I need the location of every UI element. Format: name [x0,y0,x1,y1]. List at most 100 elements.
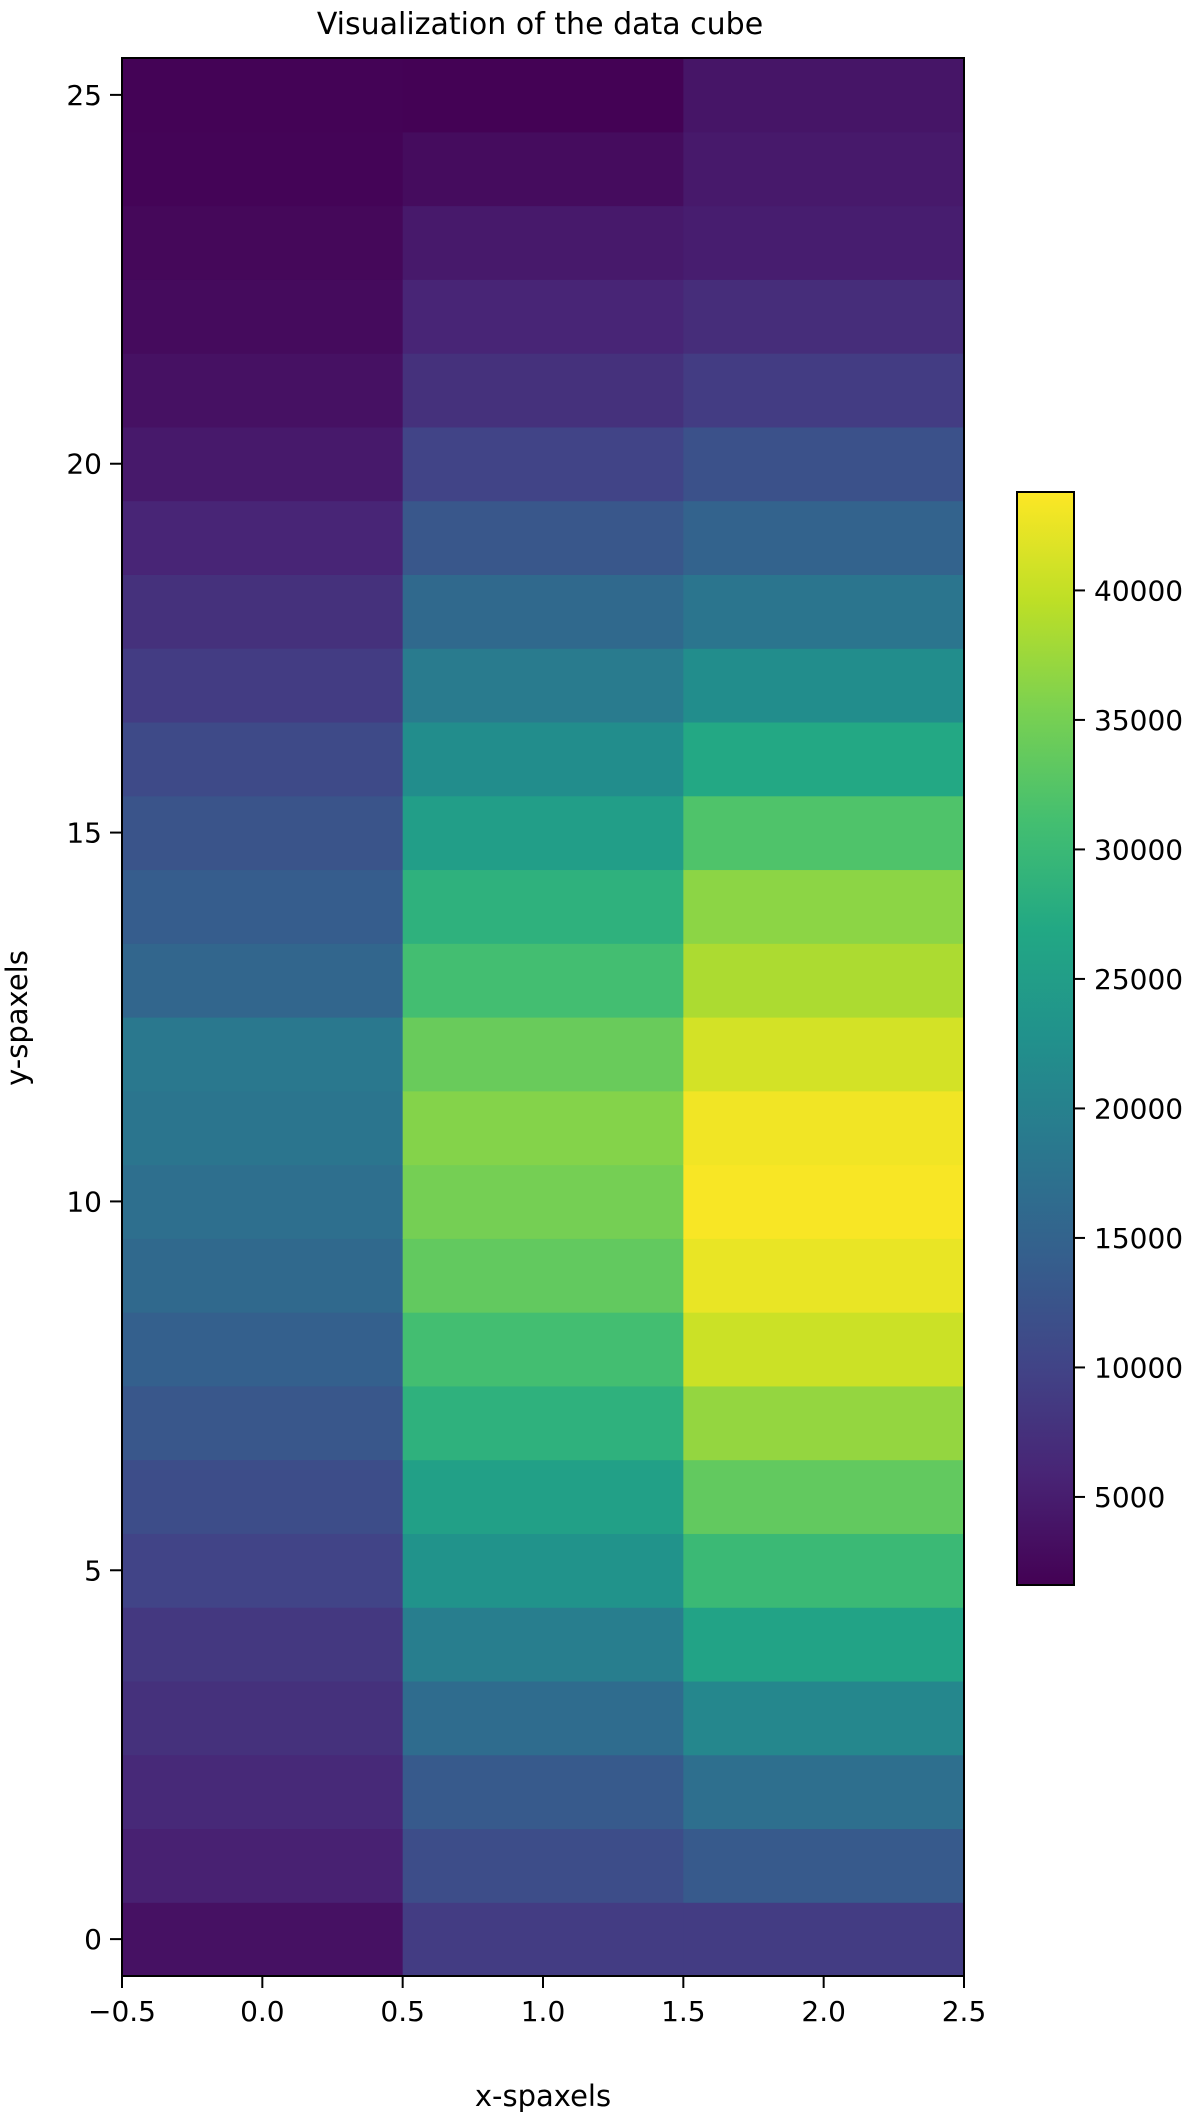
heatmap-cell [122,1238,404,1313]
heatmap-cell [683,426,965,502]
y-tick-label: 0 [84,1923,102,1956]
heatmap-cell [683,58,965,133]
heatmap-cell [683,500,965,575]
y-tick-label: 20 [66,448,102,481]
x-axis-label: x-spaxels [475,2079,611,2113]
heatmap-cell [122,943,404,1018]
heatmap-cell [683,943,965,1018]
heatmap-cell [122,1533,404,1608]
x-tick-label: 0.5 [380,1995,425,2028]
colorbar-tick-label: 30000 [1094,833,1183,866]
heatmap-cell [683,279,965,354]
heatmap-cell [402,1459,684,1534]
heatmap-cell [683,1607,965,1682]
heatmap-cell [683,1459,965,1534]
heatmap-cell [402,1828,684,1903]
heatmap-cell [122,1312,404,1387]
heatmap-cell [402,1902,684,1977]
heatmap-cell [122,1754,404,1830]
heatmap-cell [683,353,965,428]
heatmap-cell [683,1754,965,1830]
y-tick-label: 15 [66,817,102,850]
heatmap-cell [122,1090,404,1166]
heatmap-cell [122,353,404,428]
colorbar-ticks: 5000 10000 15000 20000 25000 30000 35000 40000 [1074,574,1183,1514]
heatmap-cell [402,279,684,354]
heatmap-cell [402,869,684,944]
heatmap-cell [683,1828,965,1903]
y-tick-label: 5 [84,1554,102,1587]
heatmap-cell [683,574,965,649]
heatmap-cell [122,131,404,207]
x-tick-label: −0.5 [88,1995,156,2028]
heatmap-cell [402,353,684,428]
y-tick-label: 25 [66,79,102,112]
y-axis: 0 5 10 15 20 25 [66,79,122,1956]
heatmap-cell [402,1385,684,1461]
heatmap-cell [683,205,965,280]
heatmap-cell [122,1385,404,1461]
heatmap-cell [402,1607,684,1682]
colorbar-tick-label: 10000 [1094,1351,1183,1384]
heatmap-cell [122,574,404,649]
heatmap-cell [683,648,965,723]
x-tick-label: 1.5 [661,1995,706,2028]
heatmap-cell [683,1385,965,1461]
x-tick-label: 2.5 [942,1995,987,2028]
heatmap-cell [122,279,404,354]
colorbar-tick-label: 25000 [1094,963,1183,996]
heatmap-cell [122,1459,404,1534]
heatmap-cell [683,795,965,871]
colorbar-tick-label: 35000 [1094,704,1183,737]
heatmap-cell [402,58,684,133]
heatmap-cell [402,1533,684,1608]
heatmap-cell [122,648,404,723]
heatmap-cell [402,205,684,280]
heatmap-cell [122,500,404,575]
heatmap-cell [122,1902,404,1977]
colorbar-tick-label: 5000 [1094,1481,1165,1514]
heatmap-cell [122,869,404,944]
heatmap-cell [122,58,404,133]
colorbar-tick-label: 20000 [1094,1092,1183,1125]
heatmap-cell [402,426,684,502]
heatmap-cell [683,1238,965,1313]
heatmap-cell [122,1680,404,1756]
heatmap-cell [122,795,404,871]
colorbar-gradient [1016,491,1075,1586]
heatmap-cell [683,131,965,207]
heatmap-cell [122,1164,404,1239]
heatmap-cell [402,943,684,1018]
heatmap-cell [402,795,684,871]
colorbar-tick-label: 40000 [1094,574,1183,607]
heatmap-cell [402,1164,684,1239]
heatmap-cell [122,426,404,502]
heatmap-cell [402,500,684,575]
heatmap-cells [122,58,965,1977]
heatmap-cell [683,1902,965,1977]
x-tick-label: 1.0 [521,1995,566,2028]
colorbar: 5000 10000 15000 20000 25000 30000 35000 40000 [1016,491,1183,1586]
x-axis: −0.5 0.0 0.5 1.0 1.5 2.0 2.5 [88,1976,986,2028]
heatmap-cell [402,1017,684,1092]
heatmap-cell [122,205,404,280]
heatmap-cell [122,1828,404,1903]
heatmap-cell [402,1680,684,1756]
heatmap-cell [402,1090,684,1166]
y-axis-label: y-spaxels [0,950,34,1086]
chart-title: Visualization of the data cube [317,7,763,42]
heatmap-cell [402,1312,684,1387]
heatmap-cell [122,1017,404,1092]
heatmap-cell [683,869,965,944]
heatmap-cell [402,574,684,649]
heatmap-cell [683,1017,965,1092]
colorbar-tick-label: 15000 [1094,1222,1183,1255]
heatmap-cell [683,1533,965,1608]
heatmap-cell [683,1312,965,1387]
heatmap-cell [402,1754,684,1830]
heatmap-cell [683,1090,965,1166]
heatmap-cell [683,1164,965,1239]
heatmap-cell [122,1607,404,1682]
heatmap-cell [402,721,684,797]
